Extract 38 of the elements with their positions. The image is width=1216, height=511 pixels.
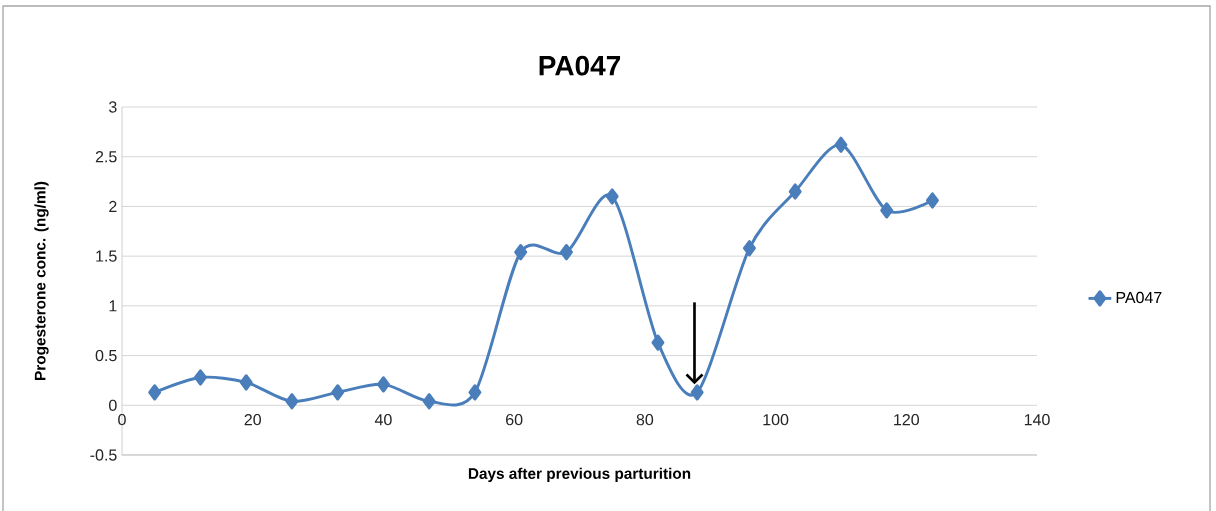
y-tick-label: 1 [109, 300, 117, 312]
point [148, 384, 162, 401]
point [285, 393, 299, 410]
x-tick-label: 20 [244, 414, 261, 426]
x-tick-label: 60 [506, 414, 523, 426]
y-tick-label: 1.5 [96, 250, 117, 262]
point [239, 374, 253, 391]
y-axis-title: Progesterone conc. (ng/ml) [34, 181, 49, 380]
point [880, 202, 894, 219]
y-tick-label: 0.5 [95, 349, 117, 362]
point [651, 334, 665, 351]
point [559, 244, 573, 261]
point [742, 240, 756, 257]
y-tick-label: 3 [109, 101, 117, 113]
point [376, 376, 390, 393]
point [331, 384, 345, 401]
x-tick-label: 140 [1024, 414, 1050, 426]
x-tick-label: 0 [118, 414, 126, 426]
x-tick-label: 80 [636, 414, 654, 426]
point [834, 136, 848, 153]
x-axis-title: Days after previous parturition [468, 467, 691, 482]
point [605, 188, 619, 205]
point [514, 244, 528, 261]
x-tick-label: 100 [763, 414, 789, 426]
point [422, 393, 436, 410]
x-tick-label: 120 [894, 414, 920, 426]
x-tick-label: 40 [374, 414, 392, 426]
point [788, 183, 802, 200]
legend-label: PA047 [1116, 291, 1162, 304]
y-tick-label: 2.5 [95, 151, 117, 163]
y-tick-label: 2 [109, 200, 117, 213]
point [925, 192, 939, 209]
y-tick-label: 0 [109, 399, 117, 411]
chart-title: PA047 [539, 55, 621, 76]
point [193, 369, 207, 386]
point [468, 384, 482, 401]
point [690, 384, 704, 401]
y-tick-label: -0.5 [90, 449, 117, 461]
